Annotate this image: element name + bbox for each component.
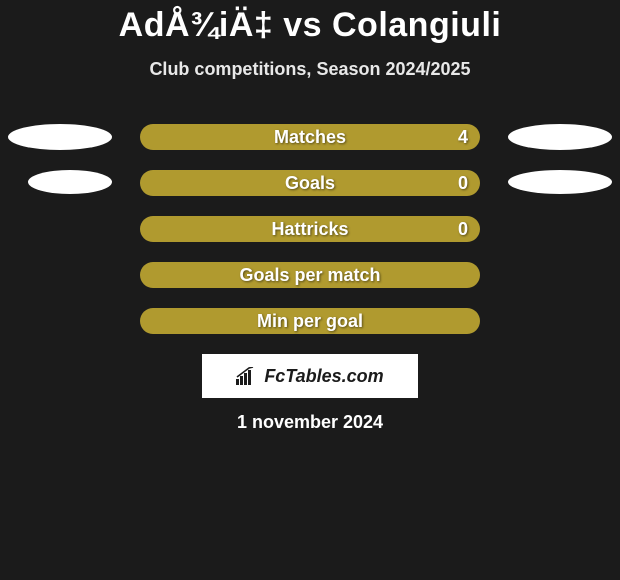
stat-row: Goals 0 — [0, 170, 620, 196]
stat-label: Goals — [285, 173, 335, 194]
stat-row: Hattricks 0 — [0, 216, 620, 242]
chart-icon — [236, 367, 258, 385]
ellipse-right-icon — [508, 170, 612, 194]
stat-value: 0 — [458, 219, 468, 240]
stat-row: Matches 4 — [0, 124, 620, 150]
stat-label: Hattricks — [271, 219, 348, 240]
stat-bar: Hattricks 0 — [140, 216, 480, 242]
brand-text: FcTables.com — [264, 366, 383, 387]
stat-bar: Min per goal — [140, 308, 480, 334]
ellipse-left-icon — [8, 124, 112, 150]
page-title: AdÅ¾iÄ‡ vs Colangiuli — [0, 6, 620, 45]
stat-label: Min per goal — [257, 311, 363, 332]
date-label: 1 november 2024 — [0, 412, 620, 433]
comparison-rows: Matches 4 Goals 0 Hattricks 0 Goals per … — [0, 124, 620, 334]
ellipse-right-icon — [508, 124, 612, 150]
page-subtitle: Club competitions, Season 2024/2025 — [0, 59, 620, 80]
stat-row: Goals per match — [0, 262, 620, 288]
stat-bar: Goals 0 — [140, 170, 480, 196]
brand-box[interactable]: FcTables.com — [202, 354, 418, 398]
stat-value: 0 — [458, 173, 468, 194]
infographic-container: AdÅ¾iÄ‡ vs Colangiuli Club competitions,… — [0, 0, 620, 580]
stat-label: Matches — [274, 127, 346, 148]
stat-bar: Matches 4 — [140, 124, 480, 150]
stat-bar: Goals per match — [140, 262, 480, 288]
stat-label: Goals per match — [239, 265, 380, 286]
ellipse-left-icon — [28, 170, 112, 194]
stat-row: Min per goal — [0, 308, 620, 334]
brand-badge: FcTables.com — [0, 354, 620, 398]
stat-value: 4 — [458, 127, 468, 148]
